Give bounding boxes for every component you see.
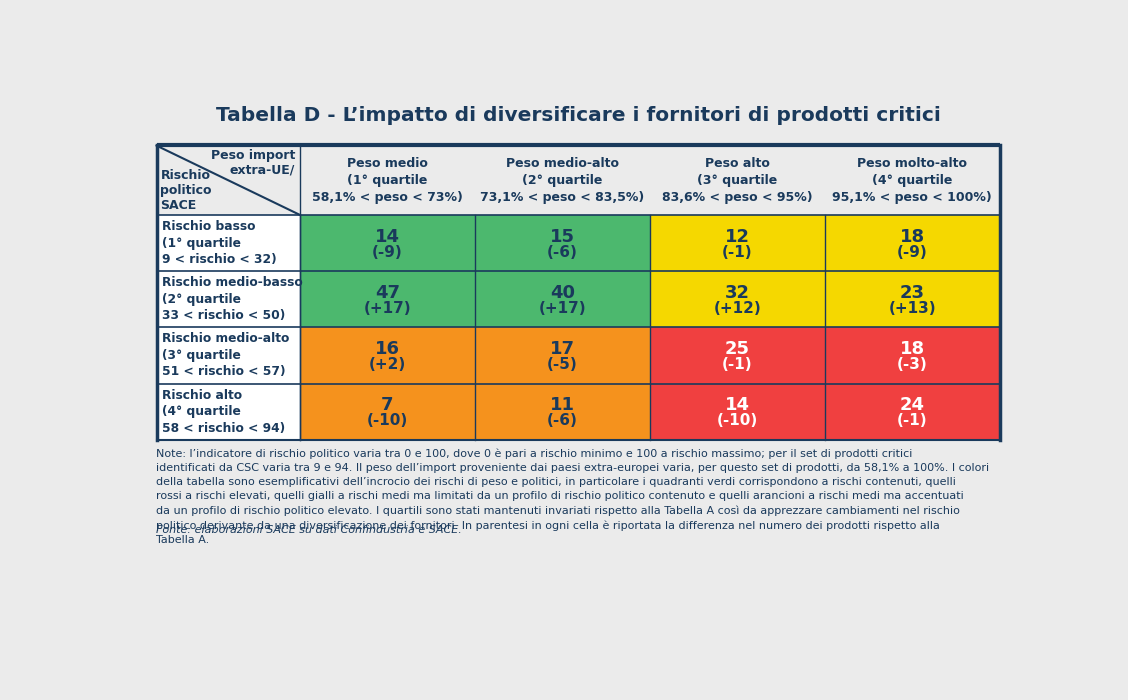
Bar bbox=[157, 215, 300, 271]
Bar bbox=[300, 328, 475, 384]
Bar bbox=[825, 215, 999, 271]
Text: Peso medio-alto
(2° quartile
73,1% < peso < 83,5%): Peso medio-alto (2° quartile 73,1% < pes… bbox=[481, 157, 644, 204]
Text: (+2): (+2) bbox=[369, 357, 406, 372]
Text: (-10): (-10) bbox=[716, 414, 758, 428]
Bar bbox=[475, 271, 650, 328]
Text: 12: 12 bbox=[725, 228, 750, 246]
Text: (-3): (-3) bbox=[897, 357, 927, 372]
Bar bbox=[300, 271, 475, 328]
Bar bbox=[825, 271, 999, 328]
Text: (+17): (+17) bbox=[538, 301, 587, 316]
Text: 16: 16 bbox=[374, 340, 399, 358]
Text: (-1): (-1) bbox=[722, 357, 752, 372]
Text: 14: 14 bbox=[725, 396, 750, 414]
Text: (-10): (-10) bbox=[367, 414, 408, 428]
Text: Peso import
extra-UE/: Peso import extra-UE/ bbox=[211, 148, 296, 176]
Bar bbox=[300, 215, 475, 271]
Bar bbox=[475, 215, 650, 271]
Text: 32: 32 bbox=[725, 284, 750, 302]
Text: 18: 18 bbox=[900, 228, 925, 246]
Bar bbox=[825, 384, 999, 440]
Text: Note: l’indicatore di rischio politico varia tra 0 e 100, dove 0 è pari a rischi: Note: l’indicatore di rischio politico v… bbox=[157, 449, 989, 545]
Text: (-1): (-1) bbox=[722, 245, 752, 260]
Bar bbox=[650, 215, 825, 271]
Text: (+17): (+17) bbox=[363, 301, 412, 316]
Text: 18: 18 bbox=[900, 340, 925, 358]
Text: Peso alto
(3° quartile
83,6% < peso < 95%): Peso alto (3° quartile 83,6% < peso < 95… bbox=[662, 157, 812, 204]
Text: 40: 40 bbox=[549, 284, 575, 302]
Text: Peso molto-alto
(4° quartile
95,1% < peso < 100%): Peso molto-alto (4° quartile 95,1% < pes… bbox=[832, 157, 993, 204]
Text: 7: 7 bbox=[381, 396, 394, 414]
Text: Rischio basso
(1° quartile
9 < rischio < 32): Rischio basso (1° quartile 9 < rischio <… bbox=[162, 220, 276, 266]
Text: (+13): (+13) bbox=[889, 301, 936, 316]
Text: 23: 23 bbox=[900, 284, 925, 302]
Bar bbox=[300, 384, 475, 440]
Bar bbox=[157, 271, 300, 328]
Text: Peso medio
(1° quartile
58,1% < peso < 73%): Peso medio (1° quartile 58,1% < peso < 7… bbox=[312, 157, 462, 204]
Bar bbox=[650, 328, 825, 384]
Text: (-6): (-6) bbox=[547, 245, 578, 260]
Text: 15: 15 bbox=[549, 228, 575, 246]
Text: Rischio alto
(4° quartile
58 < rischio < 94): Rischio alto (4° quartile 58 < rischio <… bbox=[162, 389, 285, 435]
Text: Rischio
politico
SACE: Rischio politico SACE bbox=[160, 169, 212, 212]
Text: 17: 17 bbox=[549, 340, 575, 358]
Text: 14: 14 bbox=[374, 228, 399, 246]
Text: 11: 11 bbox=[549, 396, 575, 414]
Bar bbox=[157, 328, 300, 384]
Text: (+12): (+12) bbox=[713, 301, 761, 316]
Text: 24: 24 bbox=[900, 396, 925, 414]
Text: 25: 25 bbox=[725, 340, 750, 358]
Bar bbox=[825, 328, 999, 384]
Text: Fonte: elaborazioni SACE su dati Confindustria e SACE.: Fonte: elaborazioni SACE su dati Confind… bbox=[157, 525, 462, 535]
Text: (-9): (-9) bbox=[372, 245, 403, 260]
Bar bbox=[650, 384, 825, 440]
Bar bbox=[475, 384, 650, 440]
Bar bbox=[157, 146, 999, 215]
Bar bbox=[157, 384, 300, 440]
Text: (-5): (-5) bbox=[547, 357, 578, 372]
Text: Rischio medio-basso
(2° quartile
33 < rischio < 50): Rischio medio-basso (2° quartile 33 < ri… bbox=[162, 276, 302, 322]
Text: 47: 47 bbox=[374, 284, 399, 302]
Bar bbox=[475, 328, 650, 384]
Text: Rischio medio-alto
(3° quartile
51 < rischio < 57): Rischio medio-alto (3° quartile 51 < ris… bbox=[162, 332, 289, 379]
Text: (-6): (-6) bbox=[547, 414, 578, 428]
Text: (-1): (-1) bbox=[897, 414, 927, 428]
Bar bbox=[650, 271, 825, 328]
Text: Tabella D - L’impatto di diversificare i fornitori di prodotti critici: Tabella D - L’impatto di diversificare i… bbox=[215, 106, 941, 125]
Text: (-9): (-9) bbox=[897, 245, 927, 260]
